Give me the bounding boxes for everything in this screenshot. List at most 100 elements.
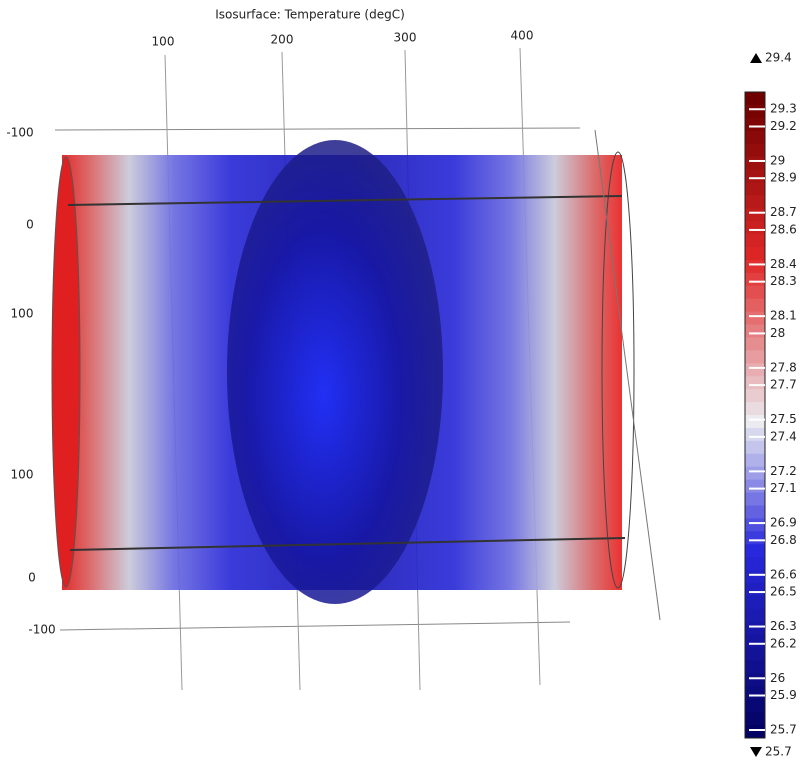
colorbar-band: [745, 247, 765, 261]
sphere: [227, 140, 443, 604]
colorbar-tick-label: 28.9: [770, 171, 797, 185]
min-marker: [750, 747, 762, 757]
colorbar-band: [745, 595, 765, 610]
colorbar-band: [745, 389, 765, 403]
colorbar-band: [745, 453, 765, 468]
colorbar-tick-label: 26.8: [770, 533, 797, 547]
colorbar-band: [745, 712, 765, 726]
colorbar-band: [745, 440, 765, 455]
colorbar-band: [745, 311, 765, 326]
axis-label: 400: [511, 29, 534, 43]
colorbar-tick-label: 25.7: [770, 723, 797, 737]
colorbar-band: [745, 634, 765, 649]
colorbar-band: [745, 686, 765, 700]
colorbar-band: [745, 285, 765, 300]
colorbar-band: [745, 518, 765, 532]
colorbar-tick-label: 27.7: [770, 378, 797, 392]
cylinder-end: [51, 156, 81, 588]
colorbar-tick-label: 29: [770, 153, 785, 167]
axis-label: 100: [152, 35, 175, 49]
colorbar-tick-label: 27.5: [770, 412, 797, 426]
edge-line: [69, 537, 626, 551]
colorbar-band: [745, 402, 765, 416]
colorbar-tick-label: 27.4: [770, 429, 797, 443]
colorbar-tick-label: 26.9: [770, 516, 797, 530]
colorbar-band: [745, 208, 765, 222]
colorbar-band: [745, 130, 765, 145]
colorbar-tick-label: 29.2: [770, 119, 797, 133]
colorbar-band: [745, 660, 765, 674]
colorbar-band: [745, 492, 765, 506]
cylinder-end: [601, 151, 635, 589]
colorbar-tick-label: 28.1: [770, 309, 797, 323]
colorbar-tick-label: 28.7: [770, 205, 797, 219]
colorbar-tick-label: 26.5: [770, 585, 797, 599]
colorbar-band: [745, 272, 765, 287]
colorbar-band: [745, 376, 765, 390]
colorbar-band: [745, 608, 765, 623]
colorbar-band: [745, 221, 765, 235]
plot-scene: Isosurface: Temperature (degC): [51, 8, 762, 691]
colorbar-band: [745, 169, 765, 183]
colorbar-tick-label: 28.3: [770, 274, 797, 288]
axis-label: 100: [11, 468, 34, 482]
colorbar-band: [745, 557, 765, 571]
colorbar-min: 25.7: [765, 745, 792, 759]
axis-line: [59, 621, 571, 631]
colorbar-band: [745, 531, 765, 545]
colorbar-tick-label: 26.2: [770, 636, 797, 650]
colorbar-band: [745, 182, 765, 196]
colorbar-band: [745, 621, 765, 636]
axis-label: -100: [28, 623, 55, 637]
colorbar-band: [745, 195, 765, 209]
colorbar-tick-label: 27.2: [770, 464, 797, 478]
colorbar-band: [745, 104, 765, 119]
colorbar-tick-label: 29.3: [770, 102, 797, 116]
colorbar-band: [745, 234, 765, 248]
colorbar-band: [745, 570, 765, 584]
colorbar-tick-label: 27.8: [770, 360, 797, 374]
colorbar-band: [745, 363, 765, 377]
colorbar-band: [745, 647, 765, 661]
colorbar-band: [745, 143, 765, 158]
colorbar-tick-label: 26.3: [770, 619, 797, 633]
colorbar-tick-label: 26: [770, 671, 785, 685]
colorbar-band: [745, 699, 765, 713]
colorbar-band: [745, 298, 765, 313]
colorbar-band: [745, 466, 765, 481]
axis-line: [54, 127, 581, 131]
colorbar-band: [745, 415, 765, 429]
colorbar-band: [745, 117, 765, 132]
axis-label: 300: [394, 31, 417, 45]
max-marker: [750, 53, 762, 63]
colorbar-band: [745, 350, 765, 364]
colorbar-band: [745, 324, 765, 338]
colorbar-tick-label: 28.4: [770, 257, 797, 271]
colorbar-band: [745, 259, 765, 274]
axis-label: 100: [11, 307, 34, 321]
axis-line: [594, 129, 661, 621]
axis-label: -100: [6, 126, 33, 140]
colorbar-band: [745, 92, 765, 106]
colorbar-band: [745, 505, 765, 519]
colorbar-band: [745, 673, 765, 687]
colorbar-tick-label: 26.6: [770, 567, 797, 581]
axis-label: 0: [28, 571, 36, 585]
colorbar-band: [745, 479, 765, 494]
colorbar-tick-label: 28: [770, 326, 785, 340]
colorbar-band: [745, 156, 765, 171]
colorbar-band: [745, 337, 765, 351]
colorbar-max: 29.4: [765, 51, 792, 65]
colorbar-tick-label: 25.9: [770, 688, 797, 702]
colorbar-tick-label: 27.1: [770, 481, 797, 495]
colorbar-band: [745, 427, 765, 442]
colorbar-band: [745, 582, 765, 597]
axis-label: 200: [271, 33, 294, 47]
chart-title: Isosurface: Temperature (degC): [215, 8, 405, 22]
edge-line: [67, 195, 623, 206]
colorbar-band: [745, 544, 765, 558]
colorbar-band: [745, 725, 765, 739]
colorbar-frame: [744, 91, 766, 739]
colorbar-tick-label: 28.6: [770, 222, 797, 236]
